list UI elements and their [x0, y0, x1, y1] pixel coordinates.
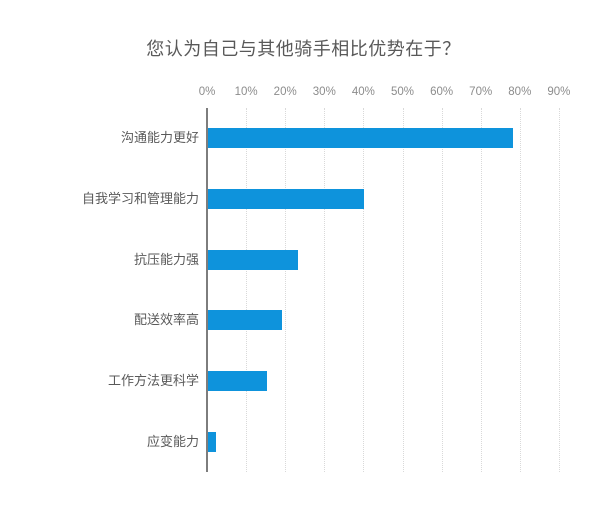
bar — [208, 128, 513, 149]
gridline — [324, 108, 326, 472]
category-label: 配送效率高 — [133, 312, 199, 328]
x-axis-tick-label: 30% — [312, 86, 336, 98]
gridline — [558, 108, 560, 472]
y-axis-line — [206, 108, 208, 472]
bar — [208, 310, 283, 331]
bar — [208, 371, 267, 391]
category-label: 应变能力 — [146, 433, 199, 449]
x-axis-tick-label: 40% — [351, 86, 375, 98]
category-label: 沟通能力更好 — [120, 130, 199, 146]
chart-title: 您认为自己与其他骑手相比优势在于？ — [146, 39, 461, 59]
bar — [208, 249, 298, 270]
category-label: 工作方法更科学 — [107, 373, 199, 388]
x-axis-tick-label: 20% — [273, 86, 297, 98]
x-axis-tick-label: 90% — [547, 86, 571, 98]
x-axis-tick-label: 50% — [390, 86, 415, 98]
category-label: 自我学习和管理能力 — [81, 191, 199, 206]
gridline — [519, 108, 521, 472]
gridline — [363, 108, 365, 472]
x-axis-tick-label: 70% — [469, 86, 493, 98]
gridline — [402, 108, 404, 472]
bar — [208, 431, 216, 452]
category-label: 抗压能力强 — [133, 251, 199, 267]
gridline — [441, 108, 443, 472]
gridline — [246, 108, 248, 472]
x-axis-tick-label: 60% — [430, 86, 454, 98]
x-axis-tick-label: 0% — [198, 86, 216, 98]
bar — [208, 189, 365, 209]
x-axis-tick-label: 10% — [234, 86, 258, 98]
gridline — [285, 108, 287, 472]
x-axis-tick-label: 80% — [508, 86, 532, 98]
gridline — [480, 108, 482, 472]
